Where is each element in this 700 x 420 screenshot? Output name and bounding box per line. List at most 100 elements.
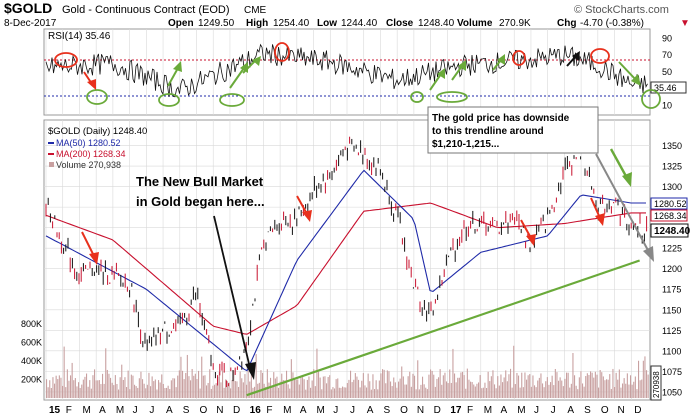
- volume-bar: [276, 376, 278, 398]
- rsi-value-tag: 35.46: [654, 83, 677, 93]
- volume-bar: [353, 379, 355, 398]
- volume-bar: [634, 376, 636, 398]
- volume-bar: [380, 373, 382, 398]
- volume-bar: [210, 388, 212, 398]
- volume-bar: [418, 389, 420, 398]
- volume-bar: [478, 382, 480, 398]
- volume-bar: [610, 388, 612, 398]
- volume-bar: [447, 383, 449, 398]
- volume-bar: [164, 388, 166, 398]
- volume-bar: [428, 374, 430, 398]
- volume-bar: [622, 383, 624, 398]
- volume-bar: [601, 372, 603, 398]
- volume-bar: [265, 386, 267, 398]
- callout-pointer-head: [643, 246, 654, 262]
- volume-bar: [87, 386, 89, 398]
- volume-bar: [460, 372, 462, 398]
- volume-tick-label: 600K: [21, 338, 42, 348]
- volume-bar: [407, 376, 409, 398]
- volume-bar: [218, 372, 220, 398]
- x-tick-label: A: [567, 405, 574, 416]
- volume-bar: [362, 373, 364, 398]
- green-arrow-price: [609, 148, 632, 187]
- volume-bar: [63, 346, 65, 398]
- volume-bar: [81, 384, 83, 398]
- x-tick-label: O: [200, 405, 208, 416]
- volume-bar: [266, 369, 268, 398]
- volume-bar: [150, 386, 152, 398]
- volume-bar: [487, 371, 489, 398]
- volume-bar: [399, 378, 401, 398]
- volume-bar: [124, 377, 126, 398]
- volume-bar: [374, 389, 376, 398]
- volume-bar: [414, 375, 416, 398]
- volume-bar: [642, 360, 644, 398]
- volume-bar: [306, 379, 308, 398]
- volume-bar: [476, 383, 478, 398]
- ma200-tag-box: [650, 209, 688, 222]
- volume-bar: [417, 360, 419, 398]
- volume-bar: [66, 369, 68, 398]
- volume-bar: [278, 387, 280, 398]
- volume-bar: [452, 348, 454, 398]
- volume-bar: [140, 371, 142, 398]
- volume-bar: [297, 379, 299, 398]
- volume-bar: [604, 380, 606, 398]
- volume-bar: [175, 387, 177, 398]
- x-tick-label: J: [149, 405, 154, 416]
- volume-bar: [98, 380, 100, 398]
- volume-bar: [122, 379, 124, 398]
- red-arrow-2: [296, 195, 312, 222]
- x-tick-label: 15: [49, 405, 61, 416]
- volume-bar: [154, 379, 156, 398]
- rsi-overbought-circle-2: [274, 42, 290, 62]
- volume-bar: [586, 373, 588, 398]
- volume-bar: [321, 389, 323, 398]
- volume-bar: [234, 381, 236, 398]
- volume-bar: [646, 370, 648, 398]
- volume-bar: [201, 356, 203, 398]
- volume-bar: [524, 372, 526, 398]
- volume-bar: [238, 386, 240, 398]
- volume-bar: [511, 387, 513, 398]
- volume-bar: [49, 380, 51, 398]
- volume-bar: [439, 369, 441, 398]
- volume-bar: [343, 387, 345, 398]
- rsi-tick-label: 90: [662, 33, 672, 43]
- volume-tag-box: [650, 365, 662, 401]
- volume-bar: [114, 375, 116, 398]
- ma200-line: [45, 202, 646, 335]
- volume-bar: [393, 377, 395, 398]
- volume-bar: [630, 375, 632, 398]
- ma50-line: [45, 169, 646, 372]
- volume-bar: [142, 379, 144, 398]
- volume-bar: [396, 387, 398, 398]
- volume-bar: [303, 379, 305, 398]
- volume-bar: [470, 381, 472, 398]
- price-tick-label: 1350: [662, 141, 682, 151]
- chg-label: Chg: [557, 18, 576, 29]
- volume-bar: [71, 362, 73, 398]
- volume-bar: [183, 379, 185, 398]
- price-axis: 1350132513001275125012251200117511501125…: [662, 141, 682, 397]
- volume-bar: [593, 377, 595, 398]
- volume-bar: [532, 375, 534, 398]
- volume-bar: [153, 381, 155, 398]
- x-tick-label: M: [116, 405, 124, 416]
- support-trendline: [246, 259, 640, 397]
- x-axis: 15 F M A M J J A S O N D 16 F M A M J J A S O N D 17 F M A M J J A S O N D: [49, 405, 642, 416]
- volume-bar: [631, 384, 633, 398]
- volume-bar: [513, 345, 515, 398]
- volume-bar: [223, 387, 225, 398]
- price-tick-label: 1150: [662, 305, 681, 315]
- volume-bar: [598, 387, 600, 398]
- volume-bar: [95, 380, 97, 398]
- volume-bar: [385, 383, 387, 398]
- volume-bar: [170, 380, 172, 398]
- volume-bar: [295, 379, 297, 398]
- volume-bar: [375, 380, 377, 398]
- volume-bar: [182, 370, 184, 398]
- volume-bar: [342, 386, 344, 398]
- volume-bar: [242, 382, 244, 398]
- volume-bar: [398, 381, 400, 398]
